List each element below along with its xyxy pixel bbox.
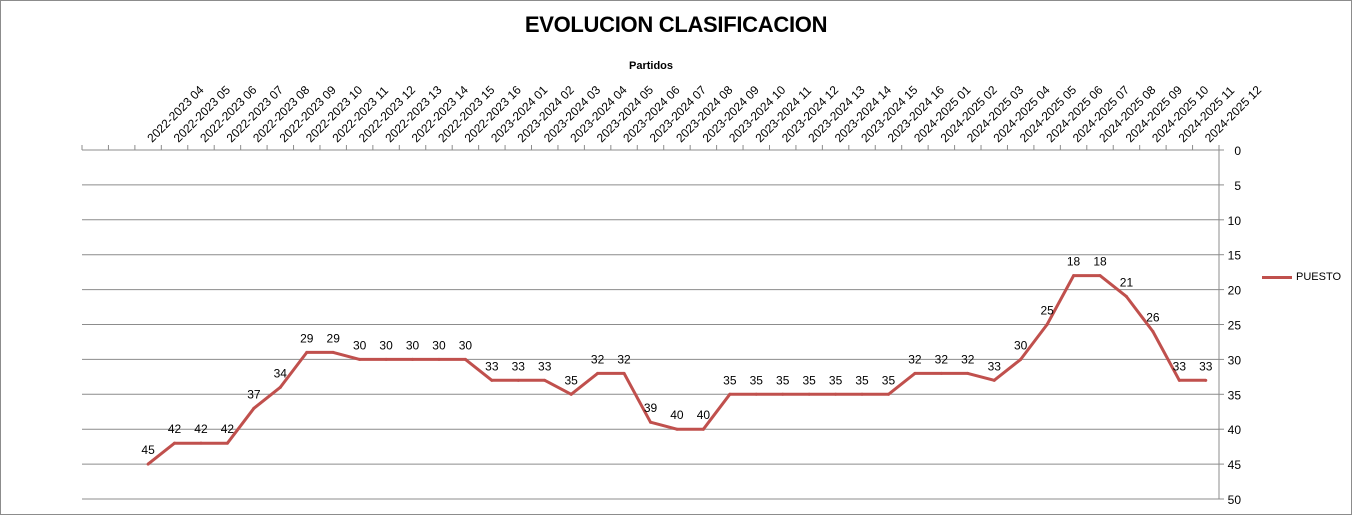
data-point	[701, 427, 705, 431]
data-label: 29	[327, 331, 341, 345]
legend-swatch	[1262, 275, 1292, 279]
y-tick-label: 20	[1228, 284, 1242, 298]
data-label: 42	[168, 422, 182, 436]
y-tick-label: 5	[1234, 179, 1241, 193]
data-label: 35	[750, 373, 764, 387]
data-point	[543, 378, 547, 382]
data-label: 30	[379, 338, 393, 352]
data-point	[331, 350, 335, 354]
data-label: 32	[961, 352, 975, 366]
legend: PUESTO	[1262, 271, 1341, 283]
data-label: 26	[1146, 310, 1160, 324]
data-point	[411, 357, 415, 361]
data-label: 33	[1173, 359, 1187, 373]
data-point	[886, 392, 890, 396]
data-point	[358, 357, 362, 361]
data-point	[173, 441, 177, 445]
data-label: 21	[1120, 276, 1134, 290]
y-tick-label: 25	[1228, 319, 1242, 333]
data-label: 30	[459, 338, 473, 352]
data-point	[463, 357, 467, 361]
data-point	[305, 350, 309, 354]
data-label: 33	[988, 359, 1002, 373]
data-label: 40	[670, 408, 684, 422]
data-point	[252, 406, 256, 410]
data-point	[834, 392, 838, 396]
data-point	[278, 385, 282, 389]
y-tick-label: 15	[1228, 249, 1242, 263]
data-label: 33	[1199, 359, 1213, 373]
data-point	[992, 378, 996, 382]
data-point	[569, 392, 573, 396]
x-axis-title: Partidos	[628, 60, 673, 72]
data-label: 45	[141, 443, 155, 457]
data-label: 35	[882, 373, 896, 387]
data-label: 40	[697, 408, 711, 422]
data-label: 37	[247, 387, 261, 401]
data-point	[225, 441, 229, 445]
data-label: 35	[564, 373, 578, 387]
data-point	[146, 462, 150, 466]
data-label: 35	[855, 373, 869, 387]
y-tick-label: 40	[1228, 423, 1242, 437]
data-point	[1124, 295, 1128, 299]
data-label: 34	[274, 366, 288, 380]
data-point	[966, 371, 970, 375]
data-label: 32	[617, 352, 631, 366]
data-point	[516, 378, 520, 382]
data-label: 35	[829, 373, 843, 387]
data-label: 29	[300, 331, 314, 345]
data-point	[1045, 323, 1049, 326]
data-label: 33	[512, 359, 526, 373]
data-label: 33	[485, 359, 499, 373]
data-point	[1151, 329, 1155, 333]
y-tick-label: 35	[1228, 388, 1242, 402]
data-label: 30	[432, 338, 446, 352]
data-point	[622, 371, 626, 375]
data-label: 32	[935, 352, 949, 366]
data-label: 32	[908, 352, 922, 366]
data-point	[754, 392, 758, 396]
data-point	[437, 357, 441, 361]
data-point	[860, 392, 864, 396]
data-point	[728, 392, 732, 396]
data-label: 42	[194, 422, 208, 436]
data-label: 25	[1040, 304, 1054, 318]
data-point	[939, 371, 943, 375]
y-tick-label: 50	[1228, 493, 1242, 507]
data-label: 32	[591, 352, 605, 366]
y-tick-label: 0	[1234, 144, 1241, 158]
data-point	[807, 392, 811, 396]
data-label: 35	[802, 373, 816, 387]
data-label: 35	[723, 373, 737, 387]
data-point	[596, 371, 600, 375]
data-point	[490, 378, 494, 382]
data-point	[913, 371, 917, 375]
data-label: 33	[538, 359, 552, 373]
data-label: 39	[644, 401, 658, 415]
legend-label-puesto: PUESTO	[1296, 271, 1342, 283]
data-label: 35	[776, 373, 790, 387]
chart-title: EVOLUCION CLASIFICACION	[524, 12, 828, 37]
data-point	[781, 392, 785, 396]
data-point	[675, 427, 679, 431]
data-label: 18	[1093, 255, 1107, 269]
data-label: 30	[353, 338, 367, 352]
data-point	[1072, 274, 1076, 278]
data-point	[1177, 378, 1181, 382]
data-label: 30	[1014, 338, 1028, 352]
data-point	[384, 357, 388, 361]
data-point	[199, 441, 203, 445]
data-label: 42	[221, 422, 235, 436]
data-point	[1019, 357, 1023, 361]
data-point	[1204, 378, 1208, 382]
data-label: 18	[1067, 255, 1081, 269]
data-label: 30	[406, 338, 420, 352]
y-tick-label: 30	[1228, 353, 1242, 367]
data-point	[649, 420, 652, 424]
y-tick-label: 45	[1228, 458, 1242, 472]
data-point	[1098, 274, 1102, 278]
y-tick-label: 10	[1228, 214, 1242, 228]
